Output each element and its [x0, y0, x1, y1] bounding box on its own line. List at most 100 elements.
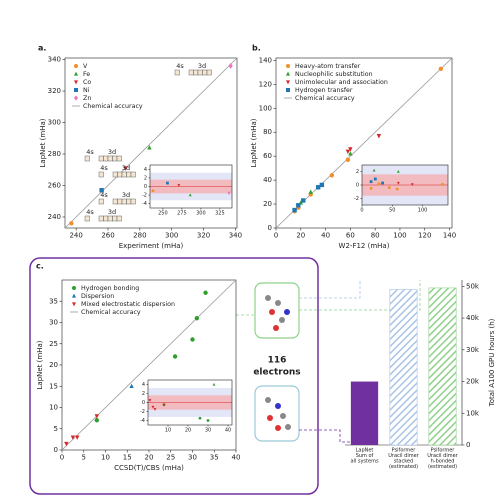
accuracy-line — [64, 57, 238, 229]
x-tick-label: 35 — [210, 453, 219, 461]
x-tick-label: 100 — [418, 208, 428, 214]
x-axis-label: W2-F12 (mHa) — [339, 242, 390, 250]
orbital-box — [126, 198, 132, 205]
y-axis-label: LapNet (mHa) — [39, 118, 47, 167]
orbital-label: 4s — [86, 208, 94, 216]
point — [329, 173, 334, 178]
x-tick-label: 120 — [418, 231, 431, 239]
x-tick-label: 5 — [82, 453, 86, 461]
bar — [428, 287, 457, 446]
y-tick-label: 20 — [49, 361, 58, 369]
x-tick-label: 0 — [60, 453, 64, 461]
x-tick-label: 300 — [165, 231, 178, 239]
y-tick-label: 240 — [48, 213, 61, 221]
y-tick-label: 2 — [144, 175, 147, 181]
orbital-box — [126, 171, 132, 178]
orbital-box — [103, 215, 109, 222]
x-tick-label: 40 — [321, 231, 330, 239]
y-tick-label: 2 — [142, 391, 145, 397]
y-tick-label: -2 — [142, 193, 147, 199]
panel-label: a. — [38, 44, 46, 53]
y-tick-label: 40k — [466, 314, 480, 322]
orbital-box — [117, 171, 123, 178]
orbital-label: 4s — [176, 62, 184, 70]
point — [301, 198, 306, 203]
point — [345, 149, 351, 155]
orbital-box — [116, 155, 122, 162]
point — [308, 189, 313, 194]
legend-label: Chemical accuracy — [81, 309, 141, 316]
y-tick-label: 80 — [263, 128, 272, 136]
point — [348, 151, 353, 156]
panel-label: c. — [36, 262, 44, 271]
point — [396, 169, 400, 173]
orbital-box — [188, 69, 194, 76]
point — [212, 382, 216, 386]
legend-label: Hydrogen transfer — [295, 87, 353, 94]
y-tick-label: 40 — [263, 176, 272, 184]
point — [228, 63, 233, 69]
point — [147, 145, 152, 150]
point — [377, 182, 381, 186]
point — [188, 193, 192, 197]
x-tick-label: Sum of — [356, 453, 374, 459]
y-tick-label: 320 — [48, 87, 61, 95]
point — [198, 416, 202, 420]
x-tick-label: 40 — [225, 428, 231, 434]
x-tick-label: LapNet — [356, 448, 374, 454]
orbital-box — [117, 198, 123, 205]
point — [99, 188, 104, 193]
legend-marker — [286, 64, 290, 68]
point — [166, 181, 169, 185]
y-tick-label: 20k — [466, 378, 480, 386]
y-tick-label: 15 — [49, 382, 58, 390]
orbital-label: 3d — [108, 208, 116, 216]
orbital-box — [112, 215, 118, 222]
y-tick-label: 300 — [48, 119, 61, 127]
y-tick-label: 5 — [54, 425, 58, 433]
y-tick-label: -2 — [354, 196, 359, 202]
y-tick-label: 30k — [466, 346, 480, 354]
orbital-label: 3d — [122, 191, 130, 199]
x-tick-label: 260 — [101, 231, 114, 239]
point — [194, 316, 200, 321]
orbital-box — [98, 215, 104, 222]
legend-marker — [74, 71, 78, 76]
legend-label: Dispersion — [81, 293, 114, 300]
orbital-box — [202, 69, 208, 76]
x-tick-label: 325 — [215, 211, 225, 217]
y-tick-label: 0 — [466, 441, 470, 449]
connectors — [236, 280, 421, 443]
x-tick-label: 80 — [371, 231, 380, 239]
x-tick-label: 0 — [360, 208, 363, 214]
legend-marker — [286, 80, 290, 85]
x-tick-label: Psiformer — [392, 448, 417, 454]
x-tick-label: 20 — [185, 428, 191, 434]
point — [162, 403, 166, 407]
x-tick-label: 20 — [145, 453, 154, 461]
bar — [389, 289, 418, 446]
y-tick-label: 100 — [259, 104, 272, 112]
orbital-label: 4s — [100, 191, 108, 199]
legend-label: Ni — [83, 87, 90, 94]
x-tick-label: stacked — [394, 459, 413, 465]
orbital-box — [121, 198, 127, 205]
y-tick-label: 120 — [259, 80, 272, 88]
legend-label: Zn — [83, 95, 91, 102]
x-tick-label: Uracil dimer — [388, 453, 419, 459]
x-tick-label: 20 — [296, 231, 305, 239]
point — [441, 182, 444, 186]
legend-marker — [72, 302, 76, 307]
point — [369, 180, 373, 184]
orbital-box — [130, 198, 136, 205]
point — [376, 134, 382, 139]
orbital-box — [197, 69, 203, 76]
point — [94, 418, 100, 423]
y-tick-label: 0 — [54, 446, 58, 454]
orbital-box — [107, 215, 113, 222]
x-tick-label: 10 — [101, 453, 110, 461]
point — [410, 183, 414, 187]
orbital-box — [193, 69, 199, 76]
note: 116 — [268, 356, 287, 366]
